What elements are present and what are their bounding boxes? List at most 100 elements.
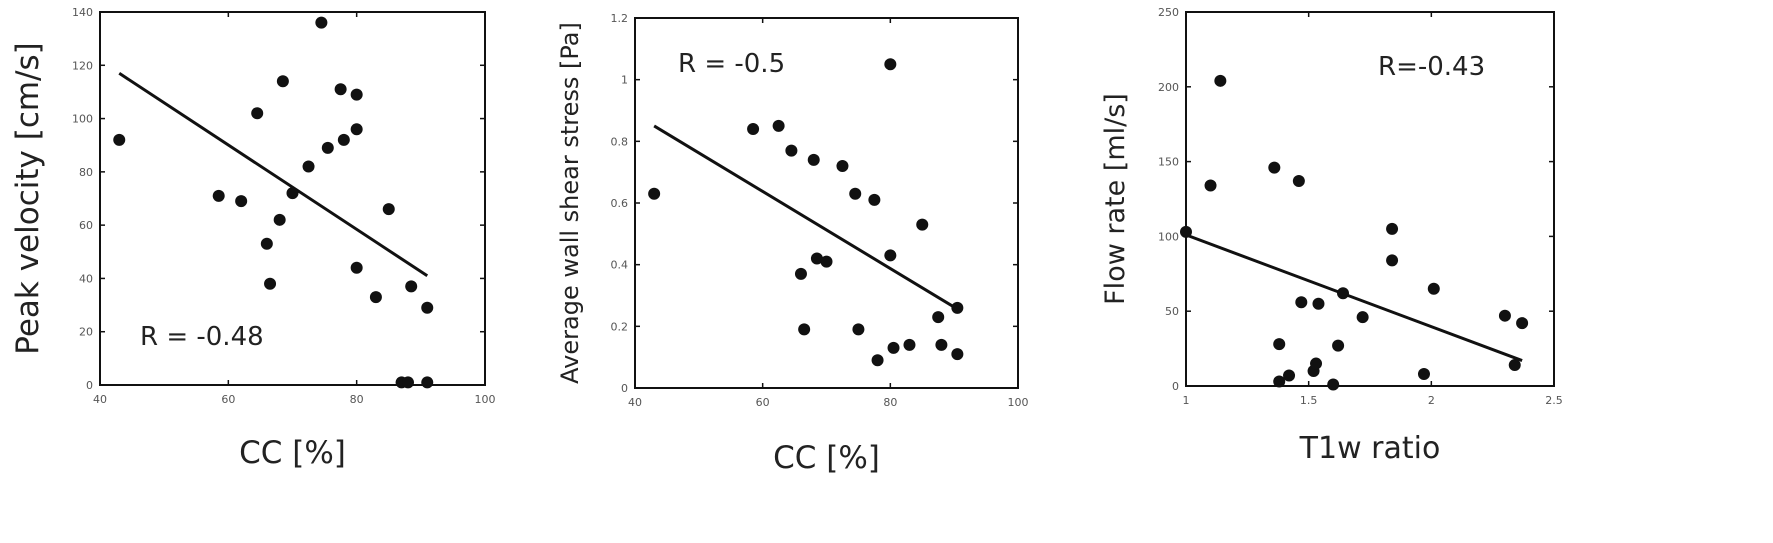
y-tick-label: 40 <box>79 272 93 285</box>
y-tick-label: 0.4 <box>611 259 629 272</box>
x-tick-label: 2.5 <box>1545 394 1563 407</box>
data-point <box>884 58 897 71</box>
y-tick-label: 150 <box>1158 156 1179 169</box>
chart-peak-velocity-svg: 40 60 80 100 0 20 40 60 80 100 120 140 R = -0.48 CC [… <box>10 6 496 471</box>
plot-frame <box>1185 11 1555 387</box>
data-point <box>276 75 289 88</box>
data-point <box>849 187 862 200</box>
data-point <box>836 160 849 172</box>
x-tick-label: 40 <box>93 393 107 406</box>
data-point <box>1214 74 1227 87</box>
data-point <box>1327 378 1340 391</box>
data-point <box>884 249 897 262</box>
data-point <box>334 83 347 96</box>
data-point <box>402 376 414 389</box>
data-point <box>350 261 363 274</box>
y-tick-label: 50 <box>1165 305 1179 318</box>
x-tick-label: 60 <box>756 396 770 409</box>
x-tick-label: 1 <box>1183 394 1190 407</box>
y-tick-label: 0 <box>621 382 628 395</box>
data-point <box>1204 179 1217 192</box>
data-point <box>315 16 328 29</box>
regression-line <box>118 72 429 278</box>
y-tick-label: 80 <box>79 166 93 179</box>
data-point <box>1295 296 1308 309</box>
data-point <box>1417 368 1430 381</box>
data-point <box>302 160 315 173</box>
data-point <box>1516 317 1529 330</box>
data-point <box>887 341 900 354</box>
data-point <box>421 376 434 389</box>
data-point <box>337 133 350 146</box>
x-tick-label: 80 <box>350 393 364 406</box>
x-tick-label: 2 <box>1428 394 1435 407</box>
data-point <box>932 311 945 324</box>
data-point <box>868 193 881 206</box>
data-point <box>951 348 964 361</box>
chart-wall-shear-stress-svg: 40 60 80 100 0 0.2 0.4 0.6 0.8 1 1.2 R = -0.5 CC [%]… <box>556 12 1029 476</box>
x-axis-label: CC [%] <box>239 435 346 471</box>
data-point <box>1386 222 1399 235</box>
data-point <box>852 323 865 336</box>
y-tick-label: 250 <box>1158 6 1179 19</box>
data-point <box>369 291 382 304</box>
data-point <box>113 133 126 146</box>
data-point <box>916 218 929 231</box>
data-point <box>1268 161 1281 174</box>
y-tick-label: 0.2 <box>611 320 629 333</box>
data-point <box>1273 338 1286 351</box>
chart-peak-velocity: 40 60 80 100 0 20 40 60 80 100 120 140 R = -0.48 CC [… <box>0 0 530 543</box>
plot-frame <box>99 11 486 386</box>
y-tick-label: 1.2 <box>611 12 629 25</box>
data-point <box>264 277 277 290</box>
data-point <box>951 301 964 314</box>
data-point <box>260 237 273 250</box>
data-point <box>810 252 823 265</box>
x-tick-label: 40 <box>628 396 642 409</box>
data-point <box>871 354 884 367</box>
x-tick-label: 1.5 <box>1300 394 1318 407</box>
y-tick-label: 100 <box>72 113 93 126</box>
data-point <box>785 144 798 157</box>
data-point <box>1508 359 1521 372</box>
data-point <box>321 141 334 154</box>
y-tick-label: 0 <box>86 379 93 392</box>
data-point <box>1356 311 1369 324</box>
data-point <box>350 123 363 136</box>
regression-line <box>653 124 962 313</box>
x-axis-label: T1w ratio <box>1299 431 1441 466</box>
data-point <box>807 153 820 166</box>
y-tick-label: 0 <box>1172 380 1179 393</box>
y-tick-label: 0.8 <box>611 135 629 148</box>
data-point <box>1292 175 1305 188</box>
data-point <box>648 187 661 200</box>
data-point <box>820 255 833 268</box>
y-tick-label: 200 <box>1158 81 1179 94</box>
y-axis-label: Flow rate [ml/s] <box>1100 93 1131 305</box>
data-point <box>273 213 286 226</box>
y-tick-label: 0.6 <box>611 197 629 210</box>
data-point <box>1312 297 1325 310</box>
y-axis-label: Average wall shear stress [Pa] <box>556 22 584 384</box>
chart-wall-shear-stress: 40 60 80 100 0 0.2 0.4 0.6 0.8 1 1.2 R = -0.5 CC [%]… <box>530 0 1090 543</box>
data-point <box>350 88 363 101</box>
data-point <box>772 119 785 132</box>
chart-flow-rate: 1 1.5 2 2.5 0 50 100 150 200 250 R=-0.43 T1w ratio F… <box>1090 0 1773 543</box>
data-point <box>1310 357 1323 370</box>
data-point <box>1273 375 1286 388</box>
data-point <box>1498 309 1511 322</box>
data-point <box>421 301 434 314</box>
y-axis-label: Peak velocity [cm/s] <box>10 42 46 355</box>
y-tick-label: 120 <box>72 59 93 72</box>
y-tick-label: 140 <box>72 6 93 19</box>
correlation-annotation: R = -0.5 <box>678 49 785 79</box>
data-point <box>935 338 948 351</box>
data-point <box>286 187 299 200</box>
data-point <box>235 195 248 208</box>
data-point <box>1337 287 1350 300</box>
x-tick-label: 100 <box>1008 396 1029 409</box>
y-tick-label: 20 <box>79 326 93 339</box>
data-point <box>903 338 916 351</box>
data-point <box>405 280 418 293</box>
x-tick-label: 100 <box>475 393 496 406</box>
